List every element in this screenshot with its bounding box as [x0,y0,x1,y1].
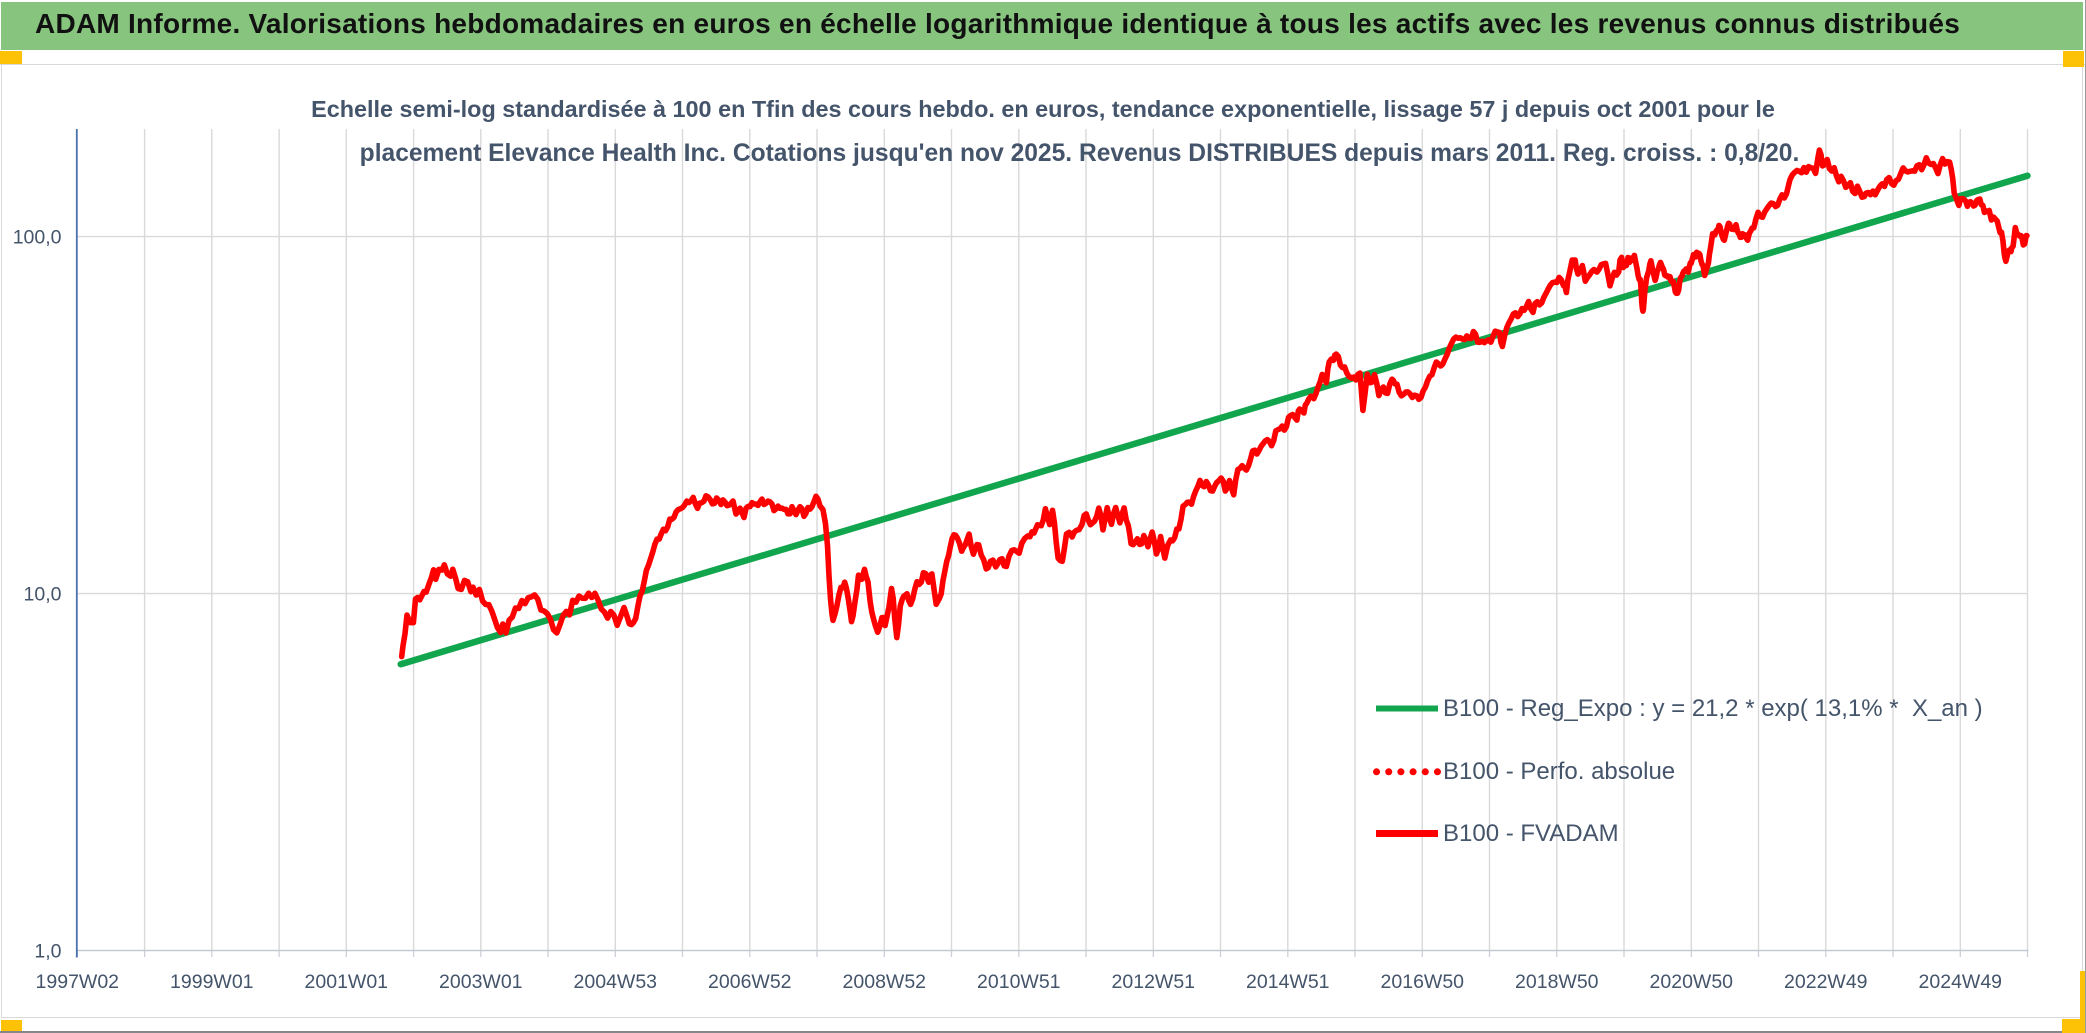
svg-text:2024W49: 2024W49 [1919,971,2002,993]
svg-text:2010W51: 2010W51 [977,971,1060,993]
svg-text:2016W50: 2016W50 [1381,971,1465,993]
svg-text:B100 - Perfo. absolue: B100 - Perfo. absolue [1443,758,1675,785]
svg-text:2012W51: 2012W51 [1112,971,1195,993]
svg-text:1,0: 1,0 [34,940,61,962]
svg-text:10,0: 10,0 [24,583,62,605]
svg-text:2018W50: 2018W50 [1515,971,1599,993]
svg-text:placement Elevance Health Inc.: placement Elevance Health Inc. Cotations… [360,140,1800,167]
svg-text:2022W49: 2022W49 [1784,971,1867,993]
svg-text:2008W52: 2008W52 [843,971,926,993]
svg-text:Echelle semi-log standardisée: Echelle semi-log standardisée à 100 en T… [311,96,1775,122]
svg-text:1997W02: 1997W02 [36,971,119,993]
svg-text:1999W01: 1999W01 [170,971,253,993]
svg-text:B100 - FVADAM: B100 - FVADAM [1443,820,1619,847]
svg-text:2014W51: 2014W51 [1246,971,1329,993]
svg-text:100,0: 100,0 [13,226,62,248]
svg-text:2003W01: 2003W01 [439,971,522,993]
svg-text:2020W50: 2020W50 [1650,971,1734,993]
svg-text:2004W53: 2004W53 [574,971,657,993]
svg-text:B100 - Reg_Expo : y = 21,2 * e: B100 - Reg_Expo : y = 21,2 * exp( 13,1% … [1443,695,1983,722]
svg-text:2001W01: 2001W01 [305,971,388,993]
svg-text:2006W52: 2006W52 [708,971,791,993]
